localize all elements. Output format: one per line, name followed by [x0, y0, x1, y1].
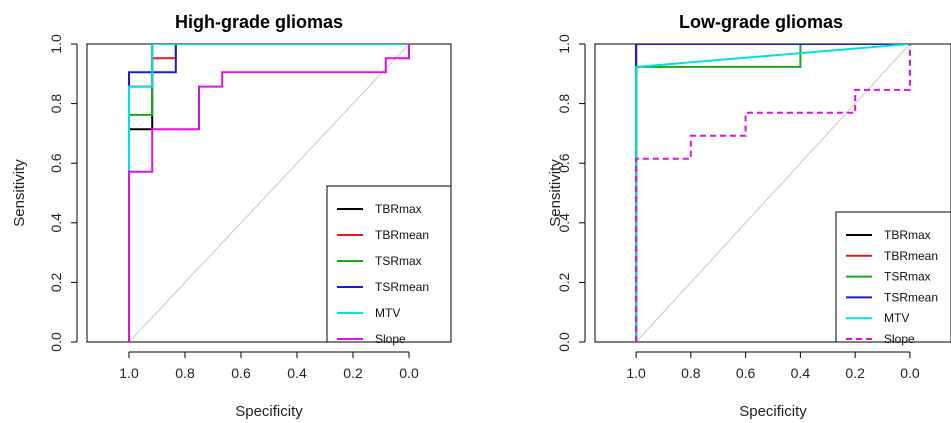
lg-curve-slope	[635, 44, 911, 342]
hg-y-tick-label: 1.0	[48, 34, 64, 54]
lg-y-tick-label: 0.8	[556, 94, 572, 114]
lg-legend-label-tbrmax: TBRmax	[884, 228, 931, 242]
lg-y-tick-label: 0.0	[556, 332, 572, 352]
hg-legend-label-tsrmax: TSRmax	[375, 254, 422, 268]
hg-legend-label-slope: Slope	[375, 332, 406, 346]
hg-y-tick-label: 0.2	[48, 272, 64, 292]
hg-legend-label-tbrmean: TBRmean	[375, 228, 429, 242]
hg-y-tick-label: 0.0	[48, 332, 64, 352]
hg-legend-box	[326, 185, 452, 343]
lg-y-tick-label: 0.4	[556, 213, 572, 233]
hg-y-tick-label: 0.8	[48, 94, 64, 114]
lg-legend-label-tbrmean: TBRmean	[884, 249, 938, 263]
hg-x-tick-label: 0.8	[175, 365, 195, 381]
low-grade-panel: Low-grade gliomas 1.0 0.8 0.6 0.4 0.2 0.0 Speci…	[547, 12, 951, 420]
hg-x-tick-label: 0.4	[287, 365, 307, 381]
lg-x-axis-label: Specificity	[739, 403, 807, 420]
hg-x-tick-label: 0.0	[399, 365, 419, 381]
hg-y-tick-label: 0.4	[48, 213, 64, 233]
hg-legend-label-tbrmax: TBRmax	[375, 202, 422, 216]
hg-chart-title: High-grade gliomas	[175, 12, 343, 32]
hg-curve-slope	[128, 44, 410, 342]
lg-x-tick-label: 0.0	[900, 365, 920, 381]
hg-legend-label-mtv: MTV	[375, 306, 400, 320]
lg-y-tick-label: 1.0	[556, 34, 572, 54]
lg-chart-title: Low-grade gliomas	[679, 12, 843, 32]
lg-x-tick-label: 0.2	[845, 365, 865, 381]
lg-y-axis-label: Sensitivity	[547, 159, 564, 227]
hg-y-axis-label: Sensitivity	[11, 159, 28, 227]
hg-reference-diagonal	[128, 44, 410, 342]
lg-y-tick-label: 0.2	[556, 272, 572, 292]
lg-x-tick-label: 0.4	[791, 365, 811, 381]
lg-legend-label-tsrmax: TSRmax	[884, 270, 931, 284]
lg-y-tick-label: 0.6	[556, 153, 572, 173]
lg-x-tick-label: 0.8	[681, 365, 701, 381]
hg-x-tick-label: 1.0	[119, 365, 139, 381]
lg-x-tick-label: 0.6	[736, 365, 756, 381]
lg-reference-diagonal	[635, 44, 911, 342]
lg-legend-label-tsrmean: TSRmean	[884, 290, 938, 304]
hg-x-tick-label: 0.2	[343, 365, 363, 381]
lg-x-tick-label: 1.0	[626, 365, 646, 381]
hg-x-tick-label: 0.6	[231, 365, 251, 381]
lg-legend-label-mtv: MTV	[884, 311, 909, 325]
high-grade-panel: High-grade gliomas 1.0 0.8 0.6 0.4 0.2 0.0 Spec…	[11, 12, 452, 420]
lg-legend-label-slope: Slope	[884, 332, 915, 346]
hg-x-axis-label: Specificity	[235, 403, 303, 420]
hg-legend-label-tsrmean: TSRmean	[375, 280, 429, 294]
hg-y-tick-label: 0.6	[48, 153, 64, 173]
